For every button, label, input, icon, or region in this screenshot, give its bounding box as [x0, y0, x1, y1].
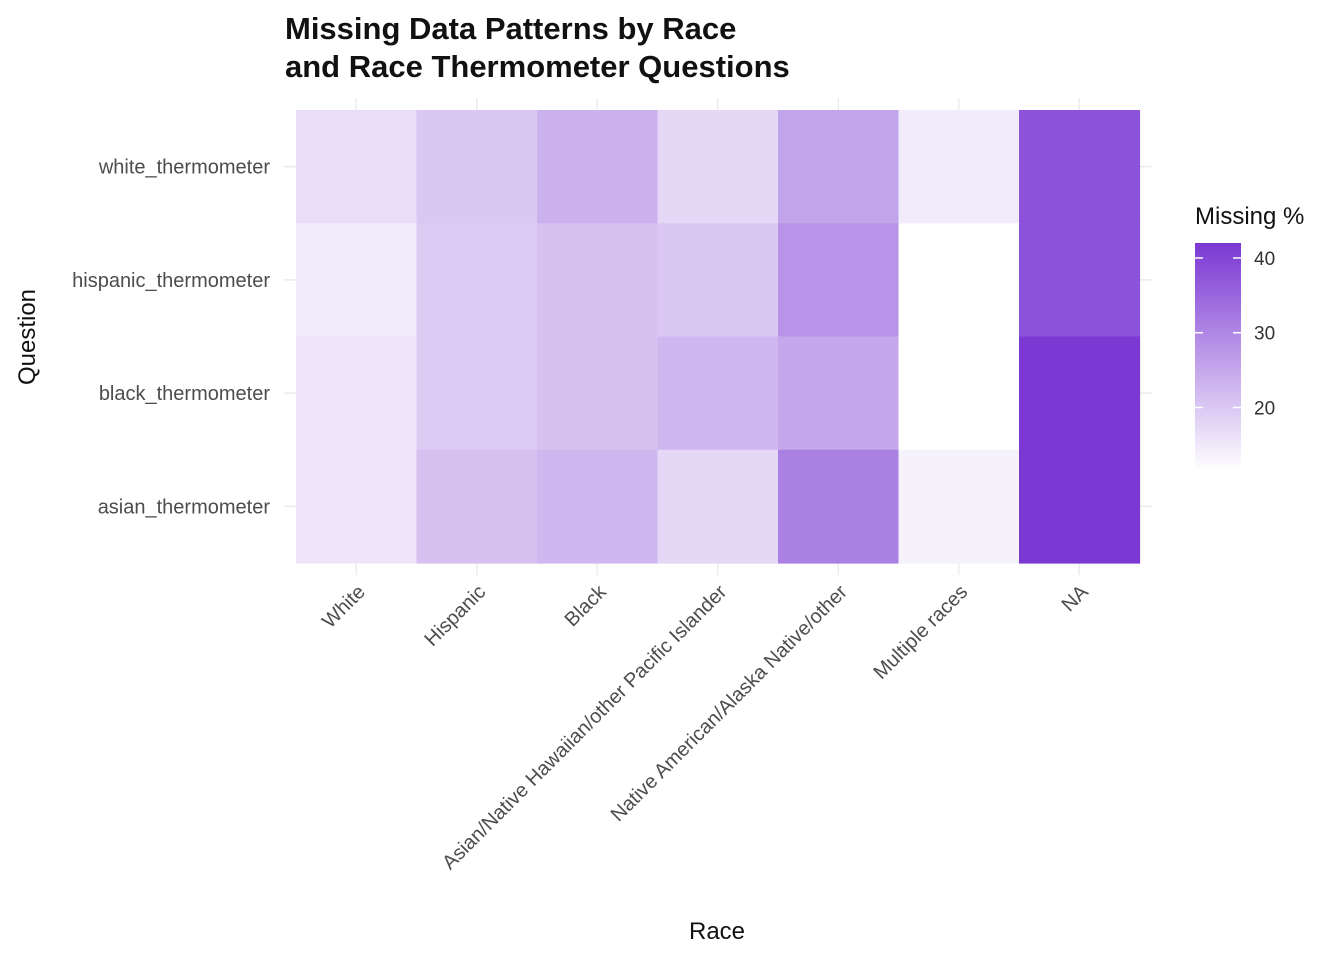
- heatmap-cell: [1019, 449, 1141, 564]
- heatmap-cell: [1019, 110, 1141, 224]
- chart-title-line-2: and Race Thermometer Questions: [285, 49, 790, 84]
- y-tick-label: asian_thermometer: [98, 496, 271, 518]
- heatmap-cell: [778, 336, 900, 451]
- heatmap-cell: [1019, 223, 1141, 338]
- legend-tick-label: 20: [1254, 398, 1275, 419]
- legend-tick-label: 30: [1254, 324, 1275, 345]
- heatmap-cell: [416, 223, 538, 338]
- legend-tick-label: 40: [1254, 249, 1275, 270]
- heatmap-cell: [657, 223, 779, 338]
- heatmap-cell: [537, 336, 659, 451]
- heatmap-cell: [778, 223, 900, 338]
- x-tick-label: Hispanic: [420, 581, 490, 651]
- x-tick-label: Black: [561, 580, 612, 631]
- heatmap-cell: [537, 110, 659, 224]
- heatmap-cell: [1019, 336, 1141, 451]
- heatmap-cells: [296, 110, 1141, 564]
- x-tick-label: Asian/Native Hawaiian/other Pacific Isla…: [438, 581, 731, 874]
- heatmap-cell: [778, 449, 900, 564]
- legend-title: Missing %: [1195, 203, 1304, 230]
- y-axis-title: Question: [14, 289, 41, 385]
- heatmap-cell: [416, 449, 538, 564]
- heatmap-cell: [296, 110, 418, 224]
- heatmap-cell: [898, 336, 1020, 451]
- heatmap-cell: [416, 336, 538, 451]
- heatmap-cell: [898, 449, 1020, 564]
- heatmap-cell: [657, 449, 779, 564]
- heatmap-cell: [657, 336, 779, 451]
- y-tick-labels: white_thermometer hispanic_thermometerbla…: [72, 157, 270, 519]
- x-tick-label: Multiple races: [869, 581, 972, 684]
- heatmap-cell: [296, 336, 418, 451]
- heatmap-cell: [898, 223, 1020, 338]
- legend-ticks: 20 30 40: [1195, 249, 1275, 419]
- heatmap-cell: [296, 449, 418, 564]
- x-axis-title: Race: [689, 918, 745, 945]
- y-tick-label: black_thermometer: [99, 383, 271, 405]
- heatmap-cell: [657, 110, 779, 224]
- heatmap-cell: [898, 110, 1020, 224]
- heatmap-cell: [416, 110, 538, 224]
- chart-title-line-1: Missing Data Patterns by Race: [285, 11, 736, 46]
- heatmap-cell: [537, 449, 659, 564]
- legend: Missing % 20 30 40: [1195, 203, 1304, 471]
- legend-colorbar: [1195, 243, 1241, 471]
- heatmap-cell: [537, 223, 659, 338]
- x-tick-label: White: [318, 581, 370, 633]
- y-tick-label: hispanic_thermometer: [72, 270, 270, 292]
- heatmap-cell: [778, 110, 900, 224]
- y-tick-label: white_thermometer: [98, 157, 271, 179]
- heatmap-cell: [296, 223, 418, 338]
- x-tick-label: NA: [1058, 581, 1094, 617]
- x-tick-label: Native American/Alaska Native/other: [607, 581, 852, 826]
